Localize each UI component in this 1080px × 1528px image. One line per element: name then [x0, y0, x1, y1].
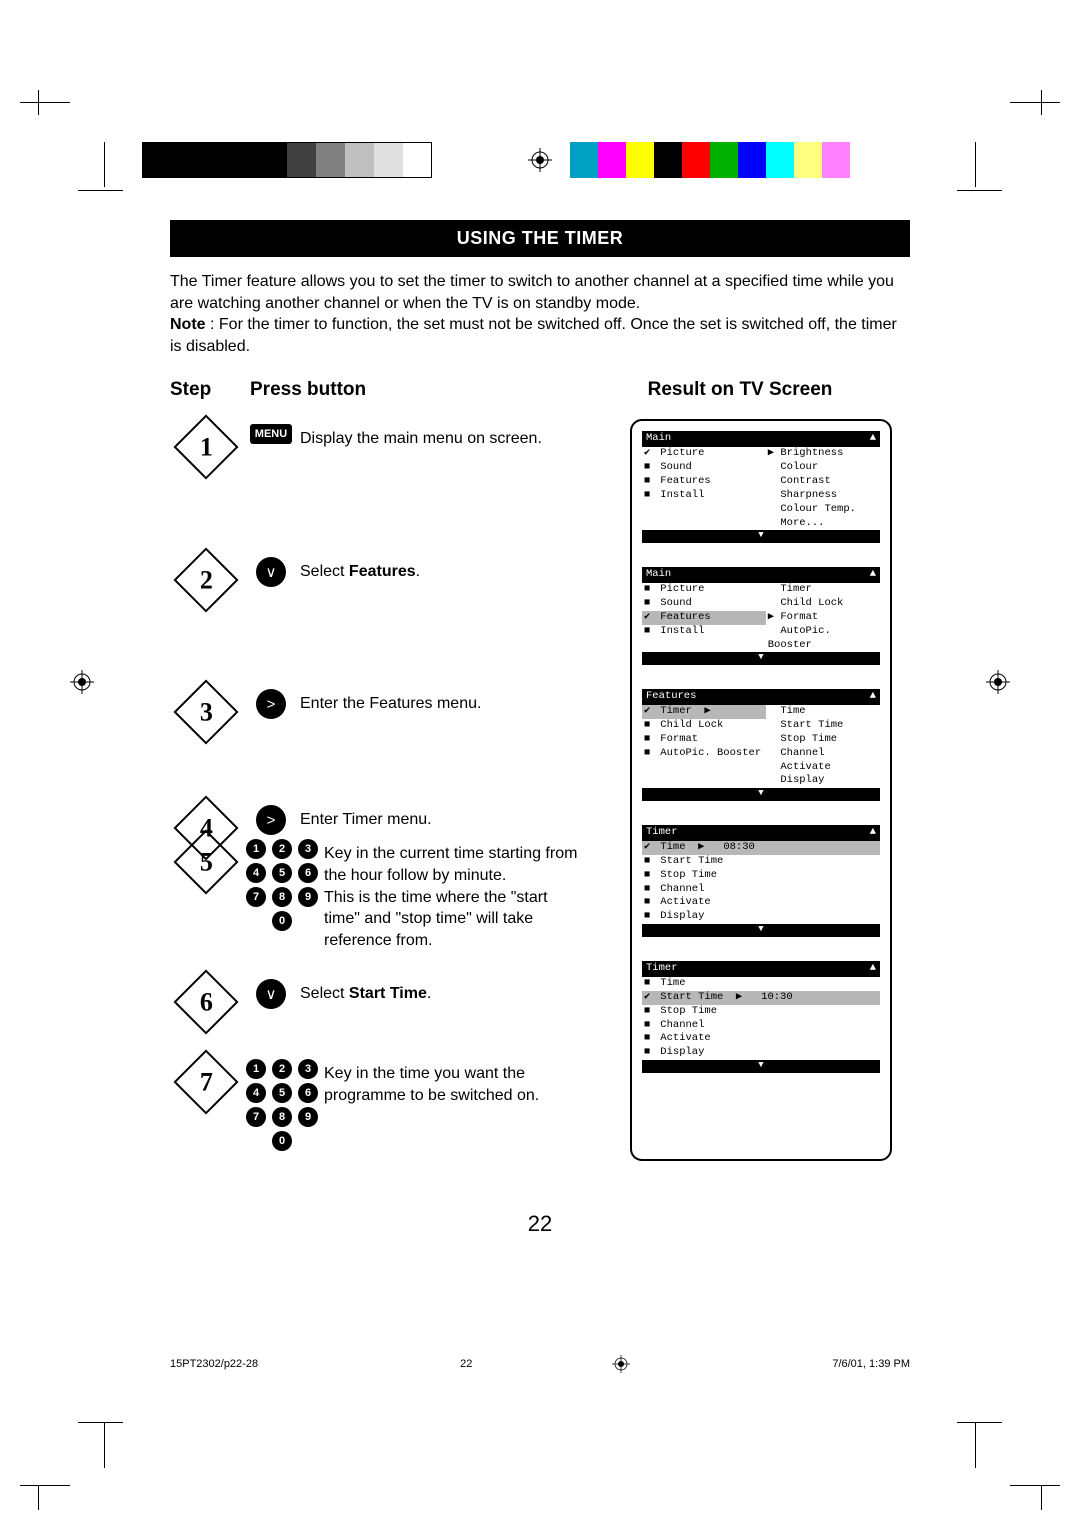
section-title-text: USING THE TIMER — [457, 228, 624, 248]
step-description: Enter the Features menu. — [300, 689, 560, 715]
osd-screen: Main▲✔ Picture■ Sound■ Features■ Install… — [642, 431, 880, 543]
note-text: : For the timer to function, the set mus… — [170, 316, 897, 355]
step-description: Key in the current time starting from th… — [324, 839, 584, 951]
step-row: 6∨Select Start Time. — [170, 979, 560, 1025]
step-diamond: 1 — [173, 415, 238, 480]
tv-screen-results: Main▲✔ Picture■ Sound■ Features■ Install… — [630, 419, 892, 1161]
footer-file: 15PT2302/p22-28 — [170, 1358, 258, 1370]
step-row: 3>Enter the Features menu. — [170, 689, 560, 735]
column-headers: Step Press button Result on TV Screen — [170, 379, 910, 401]
step-description: Select Start Time. — [300, 979, 560, 1005]
registration-mark-icon — [986, 670, 1010, 694]
registration-mark-icon — [612, 1355, 630, 1373]
footer-date: 7/6/01, 1:39 PM — [832, 1358, 910, 1370]
manual-page: USING THE TIMER The Timer feature allows… — [170, 220, 910, 1237]
arrow-button-icon: ∨ — [256, 979, 286, 1009]
step-diamond: 7 — [173, 1050, 238, 1115]
footer-page: 22 — [460, 1358, 472, 1370]
step-description: Select Features. — [300, 557, 560, 583]
registration-mark-icon — [70, 670, 94, 694]
step-diamond: 3 — [173, 680, 238, 745]
color-calibration-bar — [570, 142, 850, 178]
intro-text: The Timer feature allows you to set the … — [170, 273, 894, 312]
step-diamond: 2 — [173, 548, 238, 613]
step-diamond: 6 — [173, 970, 238, 1035]
step-row: 1MENUDisplay the main menu on screen. — [170, 424, 560, 470]
grayscale-calibration-bar — [142, 142, 432, 178]
numpad-icon: 1234567890 — [246, 839, 320, 931]
step-diamond: 5 — [173, 830, 238, 895]
numpad-icon: 1234567890 — [246, 1059, 320, 1151]
osd-screen: Timer▲■ Time✔ Start Time ▶ 10:30■ Stop T… — [642, 961, 880, 1073]
section-title: USING THE TIMER — [170, 220, 910, 257]
note-label: Note — [170, 316, 206, 333]
step-row: 2∨Select Features. — [170, 557, 560, 603]
page-number: 22 — [170, 1211, 910, 1237]
osd-screen: Timer▲✔ Time ▶ 08:30■ Start Time■ Stop T… — [642, 825, 880, 937]
arrow-button-icon: ∨ — [256, 557, 286, 587]
menu-button-icon: MENU — [250, 424, 292, 444]
step-row: 71234567890Key in the time you want the … — [170, 1059, 584, 1151]
arrow-button-icon: > — [256, 805, 286, 835]
step-description: Key in the time you want the programme t… — [324, 1059, 584, 1106]
osd-screen: Main▲■ Picture■ Sound✔ Features■ Install… — [642, 567, 880, 665]
osd-screen: Features▲✔ Timer ▶■ Child Lock■ Format■ … — [642, 689, 880, 801]
header-press: Press button — [240, 379, 580, 401]
header-result: Result on TV Screen — [580, 379, 900, 401]
arrow-button-icon: > — [256, 689, 286, 719]
registration-mark-icon — [528, 148, 552, 172]
intro-paragraph: The Timer feature allows you to set the … — [170, 271, 910, 357]
step-row: 51234567890Key in the current time start… — [170, 839, 584, 951]
step-description: Enter Timer menu. — [300, 805, 560, 831]
footer-info: 15PT2302/p22-28 22 7/6/01, 1:39 PM — [170, 1355, 910, 1373]
header-step: Step — [170, 379, 240, 401]
step-description: Display the main menu on screen. — [300, 424, 560, 450]
